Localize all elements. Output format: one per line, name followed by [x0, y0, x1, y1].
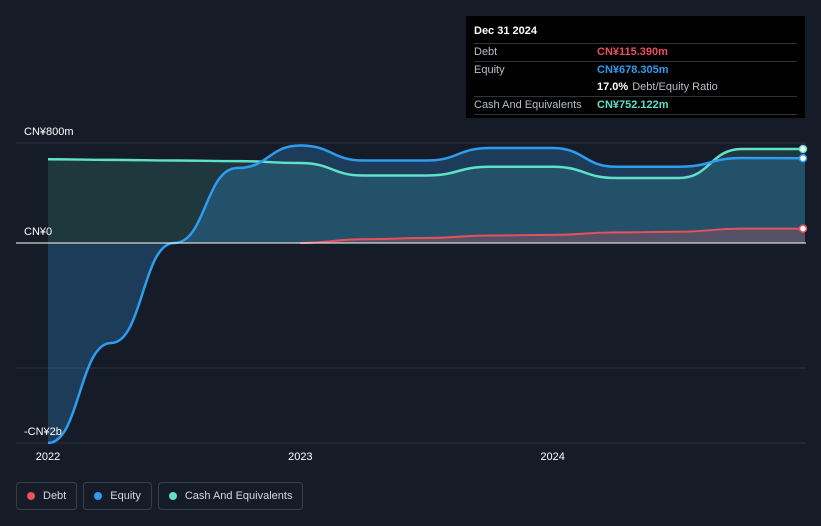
y-tick-label: CN¥800m: [24, 126, 74, 138]
legend-debt-label: Debt: [43, 490, 67, 502]
tooltip-date: Dec 31 2024: [474, 24, 797, 44]
x-tick-label: 2022: [36, 451, 60, 463]
legend-equity[interactable]: Equity: [83, 482, 152, 510]
tooltip-cash-label: Cash And Equivalents: [474, 99, 582, 111]
equity-area: [48, 145, 805, 443]
tooltip-ratio-label: Debt/Equity Ratio: [632, 81, 718, 93]
cash-and-equivalents-area: [48, 148, 805, 243]
cash-dot-icon: [168, 492, 177, 500]
legend-cash[interactable]: Cash And Equivalents: [157, 482, 304, 510]
tooltip-cash-value: CN¥752.122m: [597, 99, 669, 111]
tooltip-debt-label: Debt: [474, 46, 498, 58]
y-tick-label: CN¥0: [24, 226, 52, 238]
tooltip-ratio-row: 17.0% Debt/Equity Ratio: [474, 79, 797, 97]
tooltip-equity-label: Equity: [474, 64, 505, 76]
tooltip-equity-value: CN¥678.305m: [597, 64, 669, 76]
legend: Debt Equity Cash And Equivalents: [16, 482, 304, 510]
tooltip-debt-value: CN¥115.390m: [597, 46, 668, 58]
equity-line: [47, 144, 806, 444]
debt-line: [300, 227, 806, 244]
debt-dot-icon: [27, 492, 35, 500]
x-tick-label: 2024: [540, 451, 564, 463]
tooltip-debt-row: Debt CN¥115.390m: [474, 44, 797, 62]
legend-debt[interactable]: Debt: [16, 482, 78, 510]
tooltip-ratio-value: 17.0%: [597, 81, 629, 93]
cash-and-equivalents-line: [47, 147, 806, 180]
legend-equity-label: Equity: [110, 490, 141, 502]
equity-dot-icon: [94, 492, 103, 500]
equity-end-marker: [798, 153, 808, 163]
tooltip-cash-row: Cash And Equivalents CN¥752.122m: [474, 97, 797, 115]
y-tick-label: -CN¥2b: [24, 426, 62, 438]
legend-cash-label: Cash And Equivalents: [184, 490, 293, 502]
tooltip-equity-row: Equity CN¥678.305m: [474, 62, 797, 79]
cash-and-equivalents-end-marker: [798, 144, 808, 154]
debt-end-marker: [798, 224, 808, 233]
tooltip: Dec 31 2024 Debt CN¥115.390m Equity CN¥6…: [466, 16, 805, 118]
x-tick-label: 2023: [288, 451, 312, 463]
